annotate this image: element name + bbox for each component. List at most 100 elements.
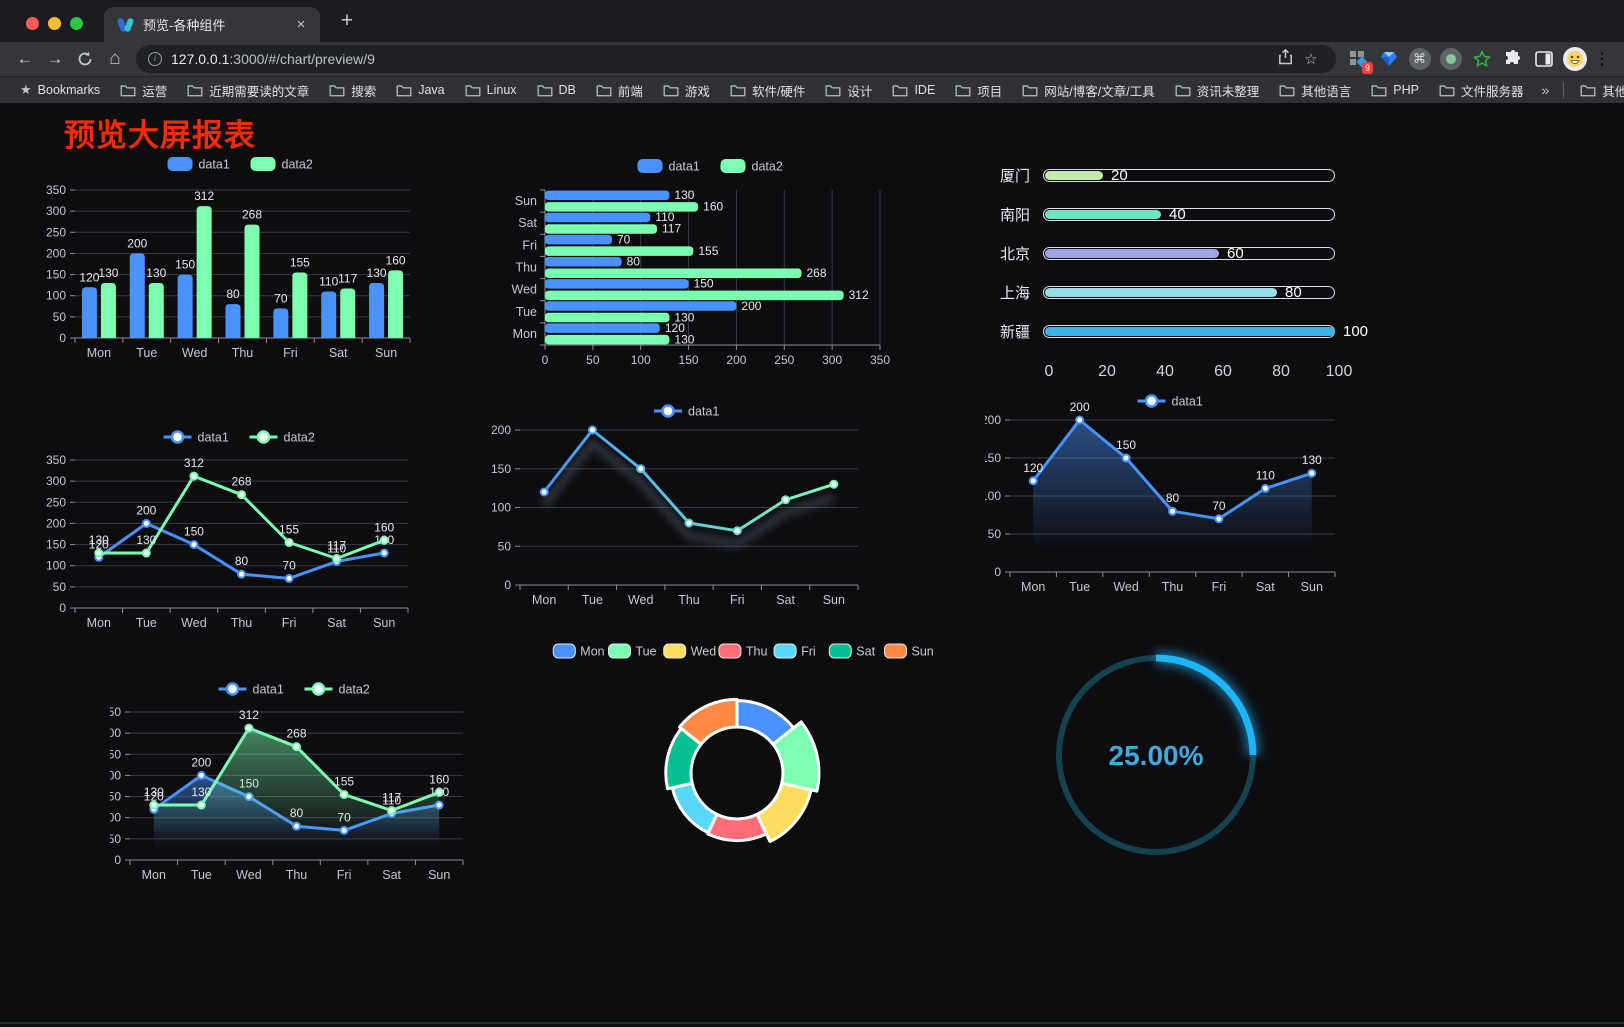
site-favicon-icon	[116, 16, 135, 33]
pie-slice[interactable]	[755, 781, 813, 843]
svg-text:data2: data2	[282, 158, 313, 172]
svg-text:100: 100	[985, 489, 1001, 503]
url-text[interactable]: 127.0.0.1:3000/#/chart/preview/9	[171, 51, 1272, 67]
page-title: 预览大屏报表	[64, 118, 256, 153]
bookmarks-bar: ★ Bookmarks 运营 近期需要读的文章 搜索 Java Linux DB 前端 游戏软…	[0, 76, 1624, 103]
reload-icon[interactable]	[70, 45, 100, 73]
side-panel-icon[interactable]	[1528, 45, 1559, 73]
bookmark-folder[interactable]: 其他语言	[1271, 78, 1359, 103]
other-bookmarks-folder[interactable]: 其他书签	[1572, 78, 1624, 103]
svg-text:130: 130	[89, 533, 109, 547]
star-icon: ★	[20, 82, 32, 97]
bookmarks-overflow-chevron[interactable]: »	[1541, 82, 1550, 98]
bookmark-folder[interactable]: 设计	[817, 78, 880, 103]
folder-icon	[663, 84, 679, 96]
legend-item[interactable]: Fri	[773, 643, 816, 659]
legend-item[interactable]: Wed	[663, 643, 717, 659]
bookmark-folder[interactable]: 前端	[588, 78, 651, 103]
bookmark-star-icon[interactable]: ☆	[1304, 51, 1318, 68]
extension-gem-icon[interactable]	[1373, 45, 1404, 73]
svg-text:250: 250	[46, 225, 66, 239]
bookmark-folder[interactable]: Linux	[457, 78, 525, 103]
legend-item[interactable]: Sat	[828, 643, 876, 659]
bookmark-folder[interactable]: 搜索	[321, 78, 384, 103]
legend-item[interactable]: data2	[249, 430, 315, 445]
bookmark-folder[interactable]: 软件/硬件	[722, 78, 813, 103]
legend-item[interactable]: data1	[218, 682, 284, 697]
zoom-window-button[interactable]	[70, 17, 83, 30]
svg-text:Wed: Wed	[628, 593, 654, 607]
bookmark-folder[interactable]: PHP	[1363, 78, 1427, 103]
browser-tab[interactable]: 预览-各种组件 ×	[104, 7, 320, 42]
svg-text:200: 200	[127, 236, 147, 250]
legend-item[interactable]: data1	[654, 404, 719, 419]
svg-text:Tue: Tue	[136, 616, 157, 630]
home-icon[interactable]: ⌂	[109, 48, 121, 69]
svg-text:300: 300	[822, 353, 842, 367]
legend-item[interactable]: data1	[163, 430, 229, 445]
profile-avatar[interactable]	[1559, 45, 1590, 73]
folder-icon	[187, 84, 203, 96]
svg-text:Wed: Wed	[182, 346, 208, 360]
capsule-category-label: 南阳	[999, 206, 1030, 224]
chart-legend: data1 data2	[163, 430, 315, 445]
bookmark-folder[interactable]: 项目	[947, 78, 1010, 103]
browser-menu-icon[interactable]: ⋮	[1594, 51, 1610, 68]
pie-slice[interactable]	[771, 720, 821, 793]
svg-text:150: 150	[679, 353, 699, 367]
forward-icon[interactable]: →	[46, 49, 64, 68]
folder-icon	[1022, 84, 1038, 96]
extension-green-star-icon[interactable]	[1466, 45, 1497, 73]
svg-text:200: 200	[1070, 400, 1090, 414]
back-icon[interactable]: ←	[16, 49, 34, 68]
extension-tampermonkey-icon[interactable]: 9	[1342, 45, 1373, 74]
page-info-icon[interactable]: i	[148, 52, 162, 66]
bookmark-folder[interactable]: 游戏	[655, 78, 718, 103]
svg-text:data2: data2	[752, 160, 783, 174]
page-content: 预览大屏报表 data1 data2 0 50 100 150 200 250 300 350 Mo…	[0, 103, 1624, 1024]
svg-text:200: 200	[741, 299, 761, 313]
extensions-puzzle-icon[interactable]	[1497, 45, 1528, 73]
svg-text:200: 200	[46, 246, 66, 260]
bookmark-folder[interactable]: 文件服务器	[1431, 78, 1532, 103]
bookmark-folder[interactable]: Java	[388, 78, 452, 103]
bookmark-folder[interactable]: 运营	[112, 78, 175, 103]
address-bar[interactable]: i 127.0.0.1:3000/#/chart/preview/9 ☆	[136, 45, 1336, 73]
legend-item[interactable]: data1	[637, 159, 700, 174]
legend-item[interactable]: Tue	[608, 643, 657, 659]
bookmark-folder[interactable]: DB	[529, 78, 584, 103]
bookmark-folder[interactable]: IDE	[884, 78, 943, 103]
legend-item[interactable]: Sun	[884, 643, 934, 659]
new-tab-button[interactable]: +	[340, 9, 354, 32]
svg-text:130: 130	[98, 266, 118, 280]
legend-item[interactable]: data2	[250, 157, 313, 172]
bookmark-folder[interactable]: 资讯未整理	[1167, 78, 1268, 103]
share-icon[interactable]	[1272, 48, 1298, 69]
bookmark-folder[interactable]: 网站/博客/文章/工具	[1014, 78, 1162, 103]
svg-text:200: 200	[491, 423, 511, 437]
extension-command-icon[interactable]: ⌘	[1404, 45, 1435, 73]
pie-slice[interactable]	[678, 697, 739, 746]
capsule-fill	[1045, 287, 1277, 297]
minimize-window-button[interactable]	[48, 17, 61, 30]
legend-item[interactable]: data1	[167, 157, 230, 172]
svg-text:150: 150	[175, 258, 195, 272]
svg-text:80: 80	[226, 287, 240, 301]
svg-text:0: 0	[59, 601, 66, 615]
pie-slice[interactable]	[670, 781, 719, 835]
svg-text:268: 268	[807, 266, 827, 280]
tab-close-icon[interactable]: ×	[296, 16, 306, 33]
svg-text:350: 350	[870, 353, 890, 367]
extension-recorder-icon[interactable]	[1435, 45, 1466, 73]
legend-item[interactable]: Thu	[718, 643, 768, 659]
chart-legend: data1	[1137, 394, 1203, 409]
legend-item[interactable]: data1	[1137, 394, 1203, 409]
bookmarks-root[interactable]: ★ Bookmarks	[20, 82, 101, 97]
legend-item[interactable]: data2	[720, 159, 783, 174]
bookmark-folder[interactable]: 近期需要读的文章	[179, 78, 317, 103]
legend-item[interactable]: Mon	[552, 643, 605, 659]
svg-text:Wed: Wed	[181, 616, 207, 630]
close-window-button[interactable]	[26, 17, 39, 30]
svg-text:130: 130	[144, 785, 164, 799]
legend-item[interactable]: data2	[304, 682, 370, 697]
